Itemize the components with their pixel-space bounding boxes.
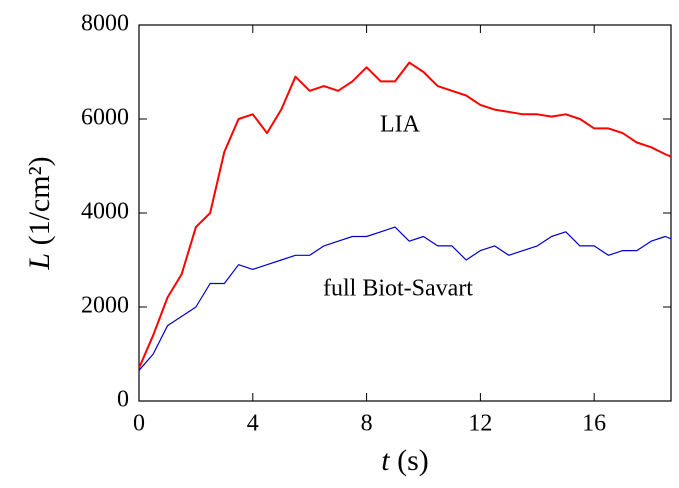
y-tick-label: 2000: [81, 293, 129, 319]
data-line: [138, 61, 672, 369]
y-label-symbol: L: [23, 253, 56, 271]
y-tick-label: 8000: [81, 11, 129, 37]
y-tick-label: 6000: [81, 105, 129, 131]
data-line: [138, 226, 672, 371]
x-label-symbol: t: [381, 444, 390, 477]
y-axis-label: L (1/cm²): [23, 156, 56, 270]
y-label-unit: (1/cm²): [23, 156, 56, 245]
x-tick-label: 8: [361, 411, 373, 437]
x-label-unit: (s): [397, 444, 429, 477]
x-tick-label: 16: [582, 411, 606, 437]
plot-frame: [138, 24, 672, 402]
annotation: LIA: [380, 112, 421, 138]
annotation: full Biot-Savart: [323, 276, 473, 302]
x-tick-label: 4: [247, 411, 259, 437]
y-tick-label: 0: [117, 387, 129, 413]
y-tick-label: 4000: [81, 199, 129, 225]
x-axis-label: t (s): [381, 444, 429, 477]
x-tick-label: 12: [468, 411, 492, 437]
x-tick-label: 0: [133, 411, 145, 437]
